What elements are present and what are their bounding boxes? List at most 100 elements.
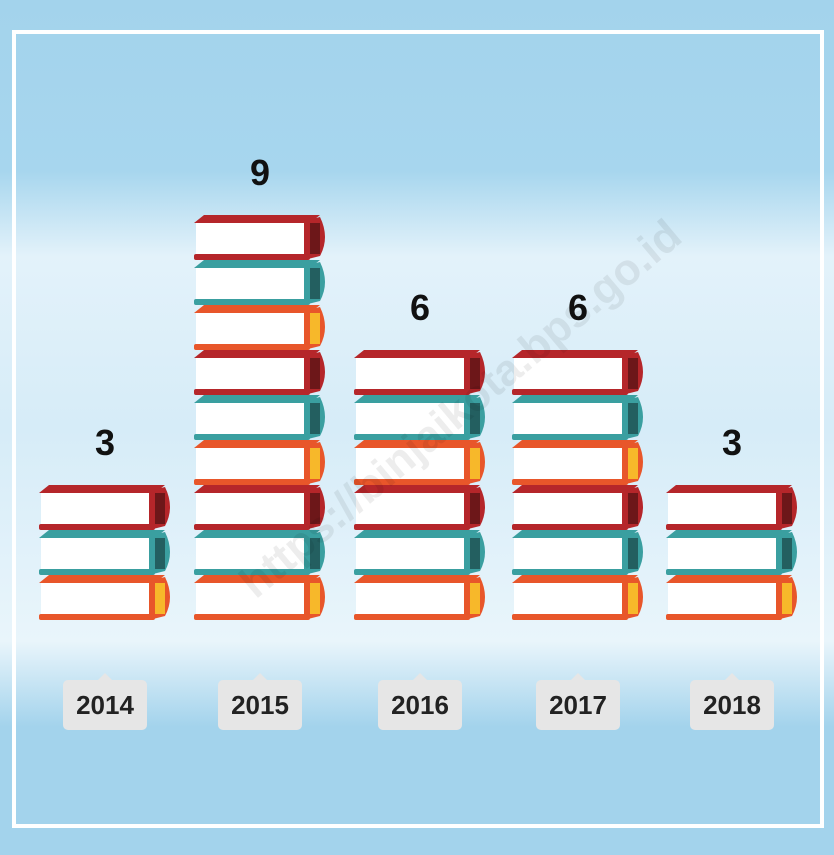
book-pages	[356, 581, 466, 614]
book-cover	[194, 485, 320, 493]
book-pages	[514, 581, 624, 614]
book-pages	[41, 491, 151, 524]
book-band	[628, 583, 638, 614]
book-cover	[194, 305, 320, 313]
book-cover	[512, 575, 638, 583]
book-band	[310, 583, 320, 614]
book-pages	[668, 491, 778, 524]
book-band	[310, 358, 320, 389]
year-label: 2017	[549, 690, 607, 720]
book-cover	[39, 530, 165, 538]
book-band	[470, 538, 480, 569]
book-pages	[196, 356, 306, 389]
book-band	[310, 403, 320, 434]
book-band	[782, 538, 792, 569]
book-cover	[194, 215, 320, 223]
book-pages	[196, 311, 306, 344]
book-pages	[514, 536, 624, 569]
book-cover	[354, 530, 480, 538]
book-band	[470, 493, 480, 524]
book-pages	[514, 446, 624, 479]
book-cover	[39, 575, 165, 583]
book-cover	[666, 575, 792, 583]
book-band	[310, 223, 320, 254]
book-cover	[39, 485, 165, 493]
book-band	[310, 268, 320, 299]
book-cover	[666, 524, 782, 530]
book-cover	[194, 344, 310, 350]
book-pages	[196, 266, 306, 299]
book-cover	[194, 260, 320, 268]
book-cover	[512, 569, 628, 575]
book-cover	[512, 434, 628, 440]
book-pages	[196, 401, 306, 434]
book-cover	[194, 479, 310, 485]
book-stack	[666, 485, 797, 620]
book-cover	[194, 389, 310, 395]
book-cover	[39, 614, 155, 620]
book-band	[470, 448, 480, 479]
value-label: 6	[410, 287, 430, 328]
book-cover	[666, 569, 782, 575]
book-stack	[512, 350, 643, 620]
book-band	[155, 493, 165, 524]
book-cover	[512, 524, 628, 530]
book-cover	[354, 614, 470, 620]
year-label: 2018	[703, 690, 761, 720]
book-pages	[356, 536, 466, 569]
book-cover	[354, 524, 470, 530]
book-pages	[41, 536, 151, 569]
year-label: 2016	[391, 690, 449, 720]
book-pages	[668, 536, 778, 569]
book-cover	[39, 524, 155, 530]
year-label: 2015	[231, 690, 289, 720]
book-cover	[666, 485, 792, 493]
value-label: 3	[95, 422, 115, 463]
book-band	[628, 493, 638, 524]
book-cover	[194, 614, 310, 620]
book-pages	[41, 581, 151, 614]
book-band	[782, 493, 792, 524]
book-band	[628, 538, 638, 569]
book-band	[155, 583, 165, 614]
book-band	[310, 313, 320, 344]
book-band	[310, 448, 320, 479]
book-band	[628, 358, 638, 389]
book-pages	[356, 356, 466, 389]
book-cover	[512, 389, 628, 395]
value-label: 3	[722, 422, 742, 463]
book-cover	[194, 440, 320, 448]
book-pages	[668, 581, 778, 614]
value-label: 9	[250, 152, 270, 193]
book-cover	[354, 350, 480, 358]
book-stack	[39, 485, 170, 620]
book-cover	[39, 569, 155, 575]
year-label: 2014	[76, 690, 134, 720]
book-cover	[354, 569, 470, 575]
book-pages	[514, 491, 624, 524]
chart: 3201492015620166201732018 https://binjai…	[0, 0, 834, 855]
book-cover	[194, 299, 310, 305]
book-cover	[512, 530, 638, 538]
book-cover	[512, 485, 638, 493]
book-cover	[194, 254, 310, 260]
book-pages	[196, 446, 306, 479]
book-cover	[512, 479, 628, 485]
book-band	[782, 583, 792, 614]
book-cover	[666, 530, 792, 538]
book-cover	[194, 350, 320, 358]
book-pages	[196, 221, 306, 254]
book-pages	[196, 491, 306, 524]
book-band	[628, 403, 638, 434]
book-cover	[512, 614, 628, 620]
book-band	[155, 538, 165, 569]
book-cover	[512, 395, 638, 403]
book-cover	[194, 395, 320, 403]
book-band	[470, 583, 480, 614]
book-pages	[514, 401, 624, 434]
book-cover	[666, 614, 782, 620]
book-cover	[512, 440, 638, 448]
book-cover	[194, 434, 310, 440]
book-cover	[354, 575, 480, 583]
book-band	[628, 448, 638, 479]
